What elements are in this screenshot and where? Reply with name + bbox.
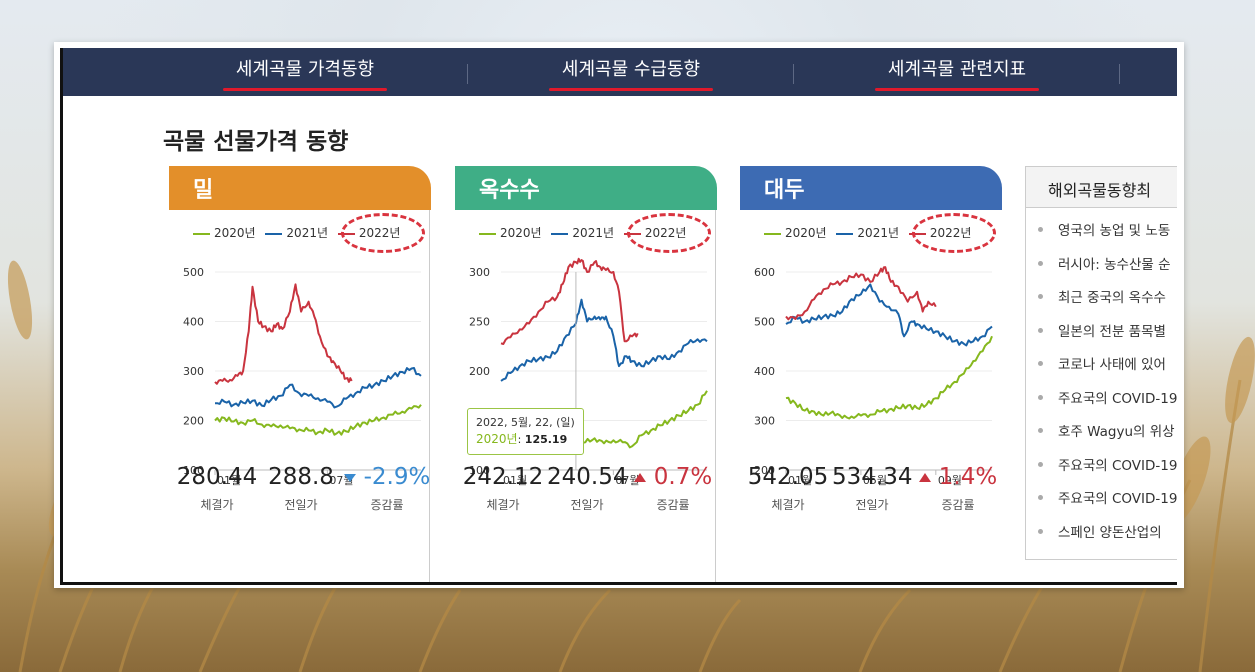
down-arrow-icon xyxy=(343,473,356,482)
y-tick-label: 400 xyxy=(183,316,204,329)
panel-header[interactable]: 옥수수 xyxy=(455,166,717,210)
series-line-2022[interactable] xyxy=(500,257,639,345)
news-item[interactable]: 영국의 농업 및 노동 xyxy=(1026,219,1177,253)
news-list: 영국의 농업 및 노동 러시아: 농수산물 순 최근 중국의 옥수수 일본의 전… xyxy=(1026,219,1177,554)
highlight-oval xyxy=(341,213,425,253)
y-tick-label: 500 xyxy=(754,316,775,329)
y-tick-label: 300 xyxy=(183,365,204,378)
x-tick-label: 09월 xyxy=(938,474,962,487)
prev-price: 534.34 전일가 xyxy=(832,464,913,512)
highlight-oval xyxy=(627,213,711,253)
up-arrow-icon xyxy=(918,473,931,482)
panel-title: 옥수수 xyxy=(479,178,540,203)
close-price: 242.12 체결가 xyxy=(462,464,544,512)
panel-header[interactable]: 대두 xyxy=(740,166,1002,210)
prev-price: 288.8 전일가 xyxy=(268,464,334,512)
y-tick-label: 200 xyxy=(183,415,204,428)
soybean-chart: 200 300 400 500 600 01월 05월 09월 xyxy=(754,266,993,487)
nav-divider xyxy=(467,64,468,84)
news-item[interactable]: 일본의 전분 품목별 xyxy=(1026,320,1177,354)
panel-body: 2020년 2021년 2022년 200 300 400 500 600 01월 05월 0… xyxy=(740,210,1000,582)
series-line-2021[interactable] xyxy=(785,283,993,347)
corn-chart: 10015020025030001월07월 xyxy=(469,257,708,487)
series-line-2021[interactable] xyxy=(500,298,708,382)
y-tick-label: 600 xyxy=(754,266,775,279)
news-item[interactable]: 호주 Wagyu의 위상 xyxy=(1026,420,1177,454)
legend-item-2021[interactable]: 2021년 xyxy=(836,224,899,241)
overseas-news-box: 해외곡물동향최 영국의 농업 및 노동 러시아: 농수산물 순 최근 중국의 옥… xyxy=(1025,166,1177,560)
series-line-2022[interactable] xyxy=(214,283,353,385)
nav-tab-indicators[interactable]: 세계곡물 관련지표 xyxy=(875,48,1039,96)
nav-tab-underline xyxy=(223,88,387,91)
news-item[interactable]: 최근 중국의 옥수수 xyxy=(1026,286,1177,320)
page-content: 세계곡물 가격동향 세계곡물 수급동향 세계곡물 관련지표 곡물 선물가격 동향… xyxy=(60,48,1177,585)
x-tick-label: 01월 xyxy=(503,474,527,487)
panel-wheat: 밀 2020년 2021년 2022년 100 200 300 400 500 01월 07… xyxy=(169,166,431,582)
y-tick-label: 500 xyxy=(183,266,204,279)
news-item[interactable]: 러시아: 농수산물 순 xyxy=(1026,253,1177,287)
nav-tab-underline xyxy=(875,88,1039,91)
x-tick-label: 01월 xyxy=(788,474,812,487)
panel-body: 2020년 2021년 2022년 10015020025030001월07월 … xyxy=(455,210,716,582)
nav-tab-label: 세계곡물 가격동향 xyxy=(235,59,375,80)
up-arrow-icon xyxy=(633,473,646,482)
legend-item-2020[interactable]: 2020년 xyxy=(479,224,542,241)
nav-divider xyxy=(793,64,794,84)
news-item[interactable]: 코로나 사태에 있어 xyxy=(1026,353,1177,387)
nav-tab-price-trend[interactable]: 세계곡물 가격동향 xyxy=(223,48,387,96)
prev-price: 240.54 전일가 xyxy=(547,464,628,512)
chart-tooltip: 2022, 5월, 22, (일) 2020년: 125.19 xyxy=(467,408,584,455)
nav-divider xyxy=(1119,64,1120,84)
panel-title: 대두 xyxy=(764,178,805,203)
section-title: 곡물 선물가격 동향 xyxy=(163,129,349,155)
x-tick-label: 05월 xyxy=(863,474,887,487)
nav-tab-underline xyxy=(549,88,713,91)
series-line-2022[interactable] xyxy=(785,266,937,321)
series-line-2020[interactable] xyxy=(214,404,422,436)
series-line-2020[interactable] xyxy=(785,335,993,420)
y-tick-label: 300 xyxy=(469,266,490,279)
news-item[interactable]: 주요국의 COVID-19 xyxy=(1026,387,1177,421)
change-rate: 1.4% 증감률 xyxy=(912,464,1004,513)
highlight-oval xyxy=(912,213,996,253)
panel-corn: 옥수수 2020년 2021년 2022년 10015020025030001월… xyxy=(455,166,717,582)
news-item[interactable]: 주요국의 COVID-19 xyxy=(1026,487,1177,521)
change-rate: -2.9% 증감률 xyxy=(341,464,433,513)
panel-soybean: 대두 2020년 2021년 2022년 200 300 400 500 600 01월 0… xyxy=(740,166,1002,582)
news-item[interactable]: 주요국의 COVID-19 xyxy=(1026,454,1177,488)
change-rate: 0.7% 증감률 xyxy=(627,464,719,513)
close-price: 280.44 체결가 xyxy=(176,464,258,512)
news-header[interactable]: 해외곡물동향최 xyxy=(1026,167,1177,208)
legend-item-2020[interactable]: 2020년 xyxy=(764,224,827,241)
news-title: 해외곡물동향최 xyxy=(1048,181,1152,200)
y-tick-label: 100 xyxy=(183,464,204,477)
panel-title: 밀 xyxy=(193,178,214,203)
y-tick-label: 250 xyxy=(469,316,490,329)
nav-tab-supply-trend[interactable]: 세계곡물 수급동향 xyxy=(549,48,713,96)
y-tick-label: 200 xyxy=(754,464,775,477)
screenshot-frame: 세계곡물 가격동향 세계곡물 수급동향 세계곡물 관련지표 곡물 선물가격 동향… xyxy=(54,42,1184,588)
x-tick-label: 01월 xyxy=(217,474,241,487)
top-nav: 세계곡물 가격동향 세계곡물 수급동향 세계곡물 관련지표 xyxy=(63,48,1177,96)
panel-body: 2020년 2021년 2022년 100 200 300 400 500 01월 07월 xyxy=(169,210,430,582)
series-line-2021[interactable] xyxy=(215,367,422,409)
news-item[interactable]: 스페인 양돈산업의 xyxy=(1026,521,1177,555)
y-tick-label: 200 xyxy=(469,365,490,378)
x-tick-label: 07월 xyxy=(615,474,639,487)
legend-item-2020[interactable]: 2020년 xyxy=(193,224,256,241)
panel-header[interactable]: 밀 xyxy=(169,166,431,210)
legend-item-2021[interactable]: 2021년 xyxy=(551,224,614,241)
legend-item-2021[interactable]: 2021년 xyxy=(265,224,328,241)
y-tick-label: 300 xyxy=(754,415,775,428)
nav-tab-label: 세계곡물 관련지표 xyxy=(887,59,1027,80)
y-tick-label: 400 xyxy=(754,365,775,378)
close-price: 542.05 체결가 xyxy=(747,464,829,512)
y-tick-label: 100 xyxy=(469,464,490,477)
nav-tab-label: 세계곡물 수급동향 xyxy=(561,59,701,80)
